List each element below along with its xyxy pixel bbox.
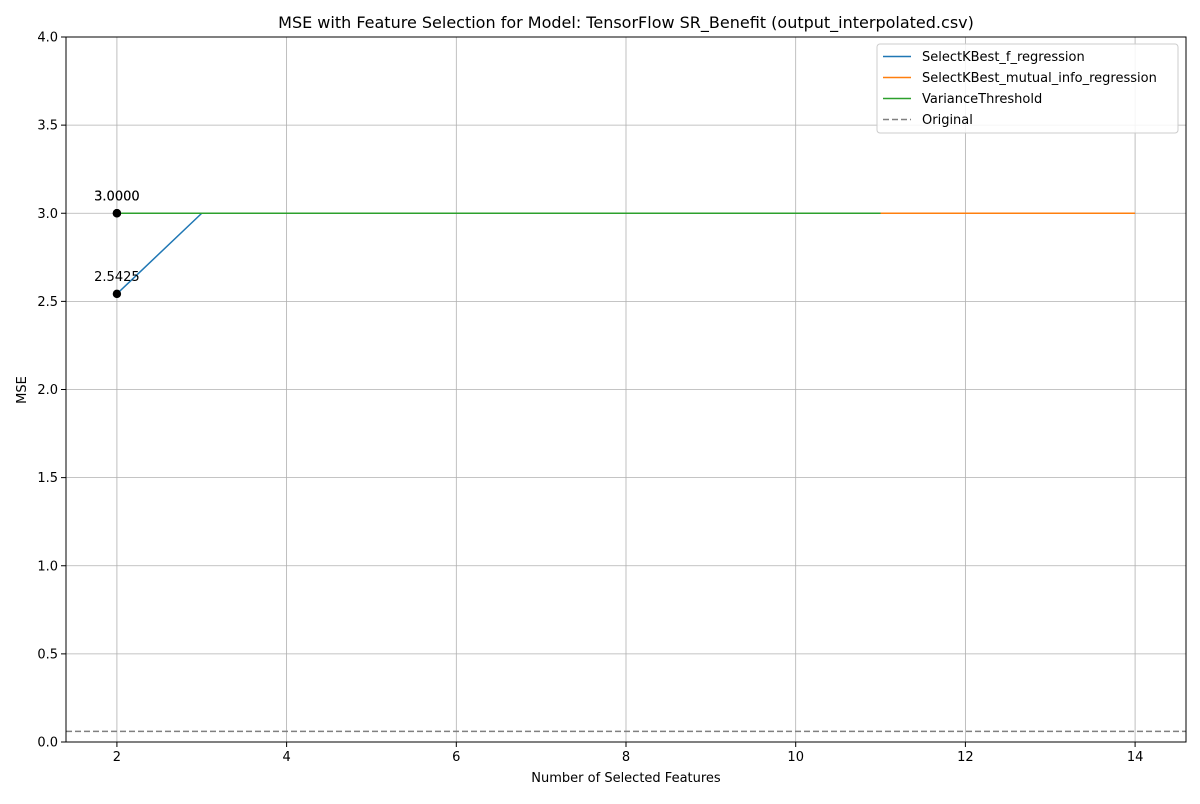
legend: SelectKBest_f_regression SelectKBest_mutu…: [876, 43, 1179, 134]
y-axis-label: MSE: [15, 376, 30, 404]
annotation-label: 3.0000: [94, 189, 140, 204]
y-tick-label: 3.0: [37, 207, 58, 222]
x-tick-label: 4: [282, 750, 290, 765]
annotation-label: 2.5425: [94, 270, 140, 285]
y-tick-label: 2.5: [37, 295, 58, 310]
x-tick-label: 6: [452, 750, 460, 765]
y-tick-label: 4.0: [37, 31, 58, 46]
annotation-point: [112, 289, 122, 299]
annotation-label: 3.0000: [94, 189, 140, 204]
x-tick-label: 10: [787, 750, 804, 765]
y-tick-label: 1.5: [37, 471, 58, 486]
legend-label: SelectKBest_f_regression: [922, 50, 1085, 65]
legend-label: VarianceThreshold: [922, 92, 1042, 107]
x-axis-label: Number of Selected Features: [531, 771, 721, 786]
y-tick-label: 0.5: [37, 647, 58, 662]
grid: [66, 36, 1186, 743]
chart-title: MSE with Feature Selection for Model: Te…: [278, 13, 974, 33]
x-tick-label: 2: [113, 750, 121, 765]
x-tick-label: 8: [622, 750, 630, 765]
annotation-point: [112, 209, 122, 218]
legend-box: [876, 43, 1179, 134]
y-tick-label: 2.0: [37, 383, 58, 398]
y-tick-label: 0.0: [37, 736, 58, 751]
y-tick-label: 1.0: [37, 559, 58, 574]
axis-ticks: 2 4 6 8 10 12 14 0.0 0.5 1.0 1.5 2.0 2.5 3.0 3.5 4.0: [37, 31, 1143, 766]
x-tick-label: 14: [1127, 750, 1144, 765]
x-tick-label: 12: [957, 750, 974, 765]
series-lines: [116, 212, 1136, 295]
legend-label: SelectKBest_mutual_info_regression: [922, 71, 1157, 86]
legend-label: Original: [922, 113, 973, 128]
y-tick-label: 3.5: [37, 119, 58, 134]
